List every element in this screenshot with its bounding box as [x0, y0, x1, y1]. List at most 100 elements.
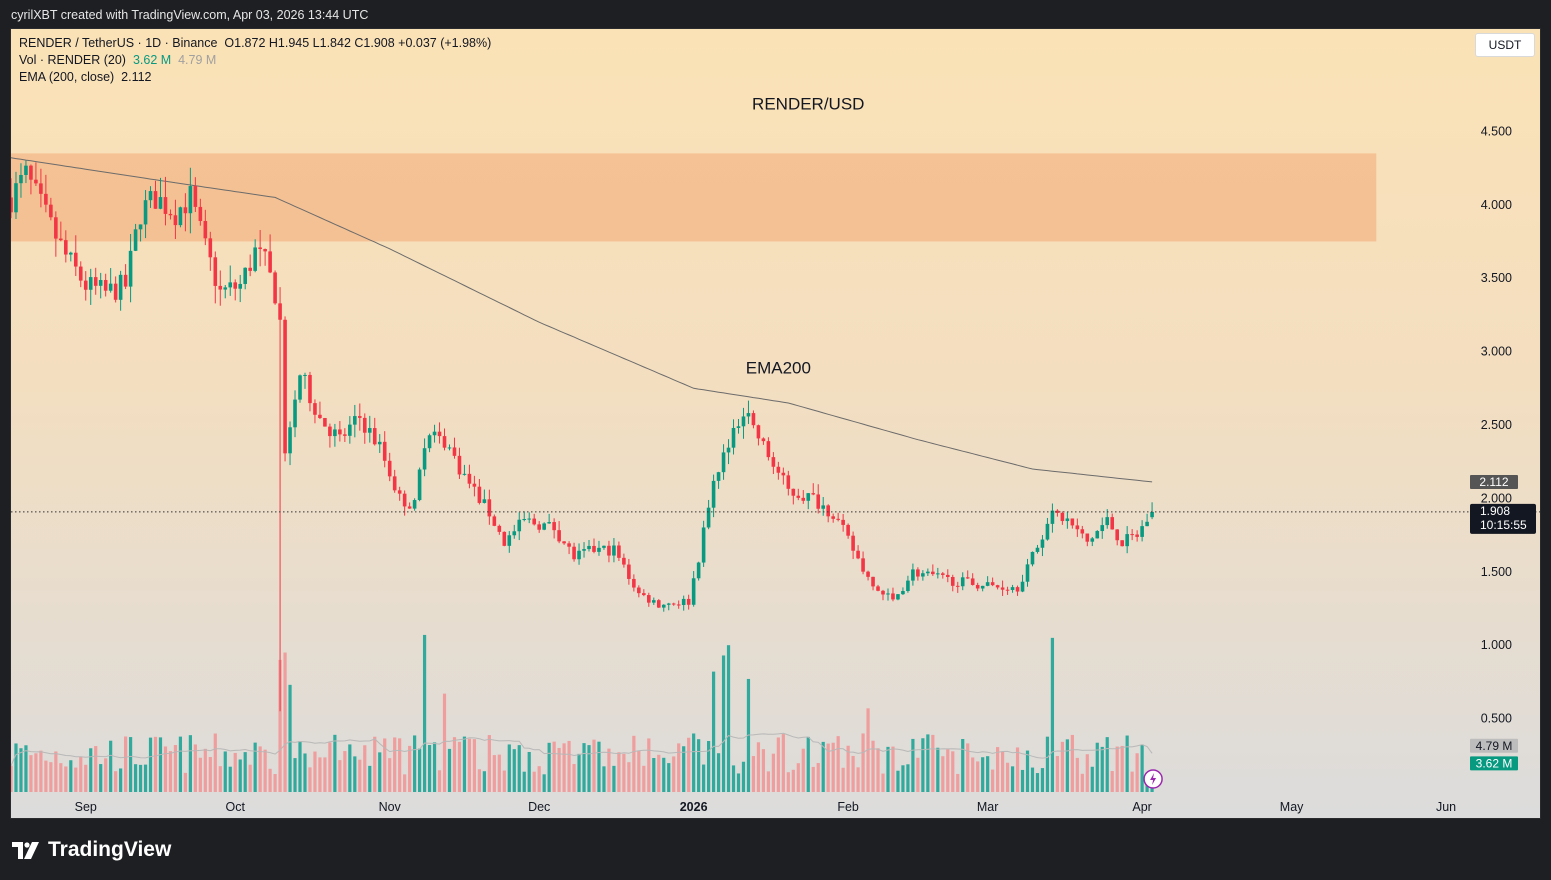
volume-last-tag: 3.62 M	[1470, 756, 1518, 771]
volume-bar	[89, 748, 93, 792]
volume-bar	[218, 766, 222, 792]
candle-body	[268, 251, 272, 273]
x-tick-label: Nov	[379, 800, 402, 814]
volume-bar	[358, 759, 362, 792]
candle-body	[1140, 526, 1144, 537]
candle-body	[392, 476, 397, 491]
volume-bar	[911, 738, 915, 792]
candle-body	[746, 413, 751, 417]
candle-body	[751, 413, 756, 426]
candle-body	[397, 490, 402, 494]
candle-body	[168, 213, 173, 216]
volume-bar	[19, 748, 23, 792]
legend-ohlc: O1.872 H1.945 L1.842 C1.908 +0.037 (+1.9…	[224, 36, 492, 50]
volume-bar	[951, 751, 955, 792]
volume-bar	[771, 753, 775, 792]
volume-bar	[896, 770, 900, 792]
volume-bar	[1095, 742, 1099, 792]
volume-bar	[228, 766, 232, 792]
candle-body	[761, 438, 766, 442]
candle-body	[552, 522, 556, 531]
candle-body	[990, 582, 995, 586]
candle-body	[647, 595, 651, 603]
candle-body	[278, 303, 282, 320]
volume-bar	[836, 736, 840, 792]
y-axis: 0.500 1.000 1.500 2.000 2.500 3.000 3.500 4.000…	[1481, 124, 1512, 725]
volume-bar	[124, 736, 128, 792]
candle-body	[417, 469, 422, 501]
candle-body	[402, 493, 407, 507]
candle-body	[1115, 529, 1119, 541]
volume-avg-tag: 4.79 M	[1470, 738, 1518, 753]
legend-volume-row: Vol · RENDER (20) 3.62 M 4.79 M	[19, 53, 216, 67]
candle-body	[975, 584, 980, 589]
candle-body	[1085, 533, 1090, 542]
candle-body	[681, 598, 686, 605]
candle-body	[358, 416, 362, 418]
candle-body	[1055, 510, 1060, 513]
candle-body	[487, 499, 492, 517]
candle-body	[786, 475, 791, 489]
volume-bar	[741, 761, 746, 792]
candle-body	[34, 179, 38, 184]
candle-body	[198, 206, 203, 221]
candle-body	[1025, 564, 1030, 582]
candle-body	[1050, 510, 1055, 524]
candle-body	[437, 431, 442, 437]
volume-bar	[1080, 773, 1084, 792]
volume-bar	[308, 767, 312, 792]
candle-body	[1070, 518, 1075, 526]
volume-bar	[109, 740, 113, 792]
volume-bar	[931, 734, 935, 792]
candle-body	[362, 417, 367, 433]
volume-bar	[871, 740, 875, 792]
candle-body	[676, 604, 681, 606]
volume-bar	[1140, 744, 1144, 792]
candle-body	[527, 518, 532, 520]
candle-body	[537, 524, 541, 530]
volume-bar	[552, 741, 556, 792]
candle-body	[153, 191, 158, 209]
candle-body	[218, 285, 223, 290]
volume-bar	[502, 770, 506, 792]
volume-bar	[617, 752, 621, 792]
volume-bar	[662, 757, 666, 792]
price-chart[interactable]: RENDER/USD EMA200 0.500 1.000 1.500 2.000 2.50…	[11, 29, 1541, 819]
candle-body	[950, 576, 955, 586]
candle-body	[288, 427, 292, 454]
candle-body	[731, 427, 736, 448]
candle-body	[263, 249, 267, 252]
candle-body	[1015, 587, 1020, 592]
volume-bar	[1025, 750, 1030, 792]
volume-bar	[921, 738, 925, 792]
candle-body	[1005, 589, 1010, 591]
volume-bar	[1070, 734, 1074, 792]
chart-frame[interactable]: RENDER/USD EMA200 0.500 1.000 1.500 2.000 2.50…	[10, 28, 1541, 819]
candle-body	[557, 530, 561, 542]
volume-bar	[133, 764, 138, 792]
volume-bar	[687, 737, 691, 792]
x-tick-label: Feb	[837, 800, 859, 814]
candle-body	[1080, 529, 1085, 534]
candle-body	[1145, 521, 1149, 527]
currency-button[interactable]: USDT	[1475, 33, 1535, 57]
volume-bar	[138, 764, 143, 792]
candle-body	[617, 545, 621, 558]
volume-bar	[1065, 739, 1069, 792]
legend-ema-label: EMA (200, close)	[19, 70, 115, 84]
tradingview-logo[interactable]: TradingView	[12, 838, 171, 862]
volume-bar	[153, 736, 158, 792]
volume-bar	[1085, 754, 1089, 792]
volume-bar	[941, 756, 945, 792]
volume-bar	[1090, 766, 1094, 792]
volume-bar	[751, 756, 756, 792]
candle-body	[587, 545, 591, 550]
volume-bar	[94, 746, 98, 792]
volume-bar	[29, 755, 33, 792]
volume-bar	[647, 738, 651, 792]
volume-bar	[427, 745, 432, 792]
volume-bar	[114, 771, 118, 792]
volume-bar	[926, 734, 930, 792]
volume-bar	[388, 758, 392, 792]
